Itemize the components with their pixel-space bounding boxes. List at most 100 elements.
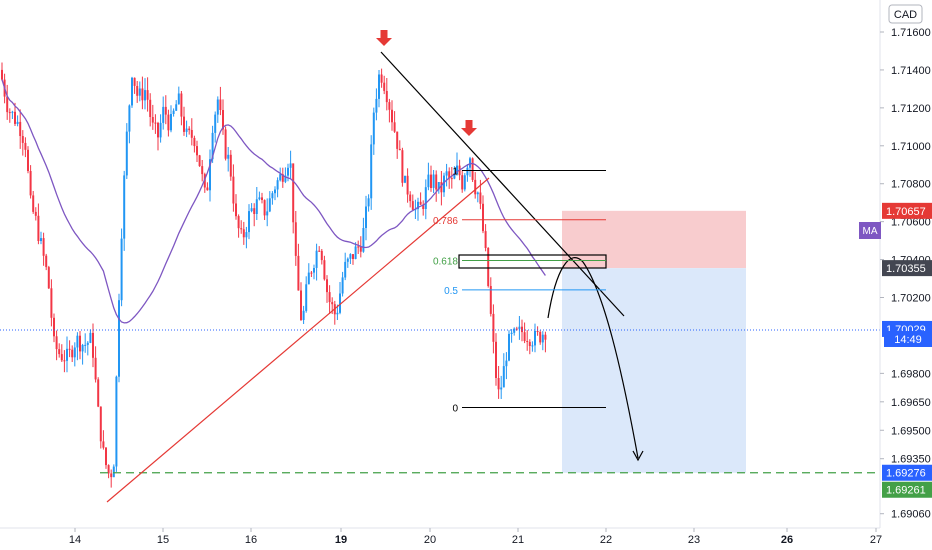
candle-body [284, 175, 287, 182]
candle-body [255, 199, 258, 214]
candle-body [261, 197, 263, 200]
candle-body [141, 88, 144, 101]
time-axis[interactable]: 14 15 16 19 20 21 22 23 26 27 [0, 527, 882, 546]
candle-body [398, 148, 401, 151]
countdown-tag: 14:49 [884, 331, 932, 347]
candle-body [19, 121, 22, 136]
candle-body [401, 150, 404, 183]
candle-body [180, 93, 183, 117]
candle-body [266, 211, 269, 216]
y-tick-label: 1.71200 [891, 103, 931, 115]
candle-body [128, 105, 131, 132]
candle-body [354, 246, 357, 259]
candle-body [154, 122, 157, 124]
x-tick-label: 16 [245, 534, 257, 546]
price-tag: 1.69276 [882, 464, 932, 481]
candle-body [510, 332, 513, 334]
candle-body [222, 110, 224, 130]
price-axis[interactable]: 1.71600 1.71400 1.71200 1.71000 1.70800 1.706… [879, 0, 931, 528]
candle-body [71, 349, 74, 358]
candle-body [250, 208, 253, 212]
candle-body [326, 279, 328, 293]
y-tick-label: 1.70200 [891, 293, 931, 305]
candle-body [164, 106, 167, 115]
candle-body [242, 229, 245, 238]
candle-body [229, 154, 232, 177]
candle-body [289, 163, 292, 168]
candle-body [305, 284, 308, 311]
price-tag-bg [882, 202, 932, 219]
candle-body [146, 90, 149, 100]
candle-body [105, 447, 107, 466]
candle-body [240, 228, 243, 230]
candle-body [534, 331, 536, 346]
candle-body [310, 272, 313, 274]
candle-body [84, 344, 87, 346]
ma-indicator-badge[interactable]: MA [859, 222, 881, 239]
candle-body [461, 175, 464, 190]
y-tick-label: 1.69500 [891, 425, 931, 437]
candle-body [94, 357, 97, 380]
price-tag-label: 1.70355 [886, 263, 926, 275]
candle-body [463, 175, 466, 190]
candle-body [50, 288, 53, 318]
candle-body [378, 74, 380, 99]
candle-body [375, 98, 378, 113]
candle-body [424, 187, 427, 209]
candle-body [411, 201, 414, 210]
candle-body [450, 178, 453, 180]
candle-body [531, 345, 534, 347]
candle-body [268, 198, 271, 212]
candle-body [232, 176, 235, 204]
candle-body [248, 211, 250, 233]
candle-body [487, 248, 490, 286]
x-tick-label: 22 [600, 534, 612, 546]
candle-body [29, 171, 32, 196]
candle-body [45, 255, 48, 268]
candle-body [16, 121, 19, 124]
candle-body [237, 216, 240, 229]
candle-body [315, 250, 318, 268]
candle-body [318, 250, 321, 252]
currency-badge[interactable]: CAD [888, 4, 923, 24]
price-tag-label: 1.70657 [886, 206, 926, 218]
peak-arrow-2-shaft [465, 120, 473, 129]
fib-level-label: 0.618 [433, 257, 458, 268]
candle-body [276, 180, 279, 190]
candle-body [307, 272, 310, 285]
candle-body [297, 255, 300, 291]
candle-body [68, 348, 71, 350]
price-tag-bg [882, 464, 932, 481]
fib-level-label: 0.5 [444, 286, 458, 297]
candle-body [302, 310, 305, 320]
peak-arrow-2-head [461, 128, 477, 136]
y-tick-label: 1.69350 [891, 454, 931, 466]
candle-body [456, 165, 458, 175]
candle-body [513, 328, 516, 333]
candle-body [8, 112, 11, 114]
candle-body [162, 106, 165, 123]
x-tick-label: 21 [512, 534, 524, 546]
candle-body [404, 175, 406, 183]
candle-body [482, 203, 484, 232]
candle-body [352, 254, 354, 259]
candle-body [300, 290, 302, 321]
candle-body [419, 201, 422, 205]
candle-body [385, 91, 388, 103]
candle-body [328, 292, 331, 303]
candle-body [123, 175, 126, 239]
candle-body [422, 204, 425, 209]
candle-body [211, 132, 214, 160]
candle-body [474, 179, 477, 195]
candle-body [492, 313, 495, 342]
candle-body [396, 131, 399, 149]
candle-body [175, 104, 178, 111]
candle-body [323, 260, 326, 280]
x-tick-label: 19 [335, 534, 347, 546]
candle-body [258, 197, 261, 200]
candle-body [167, 114, 170, 131]
candle-body [24, 142, 27, 150]
y-tick-label: 1.69800 [891, 368, 931, 380]
candle-body [489, 286, 492, 314]
